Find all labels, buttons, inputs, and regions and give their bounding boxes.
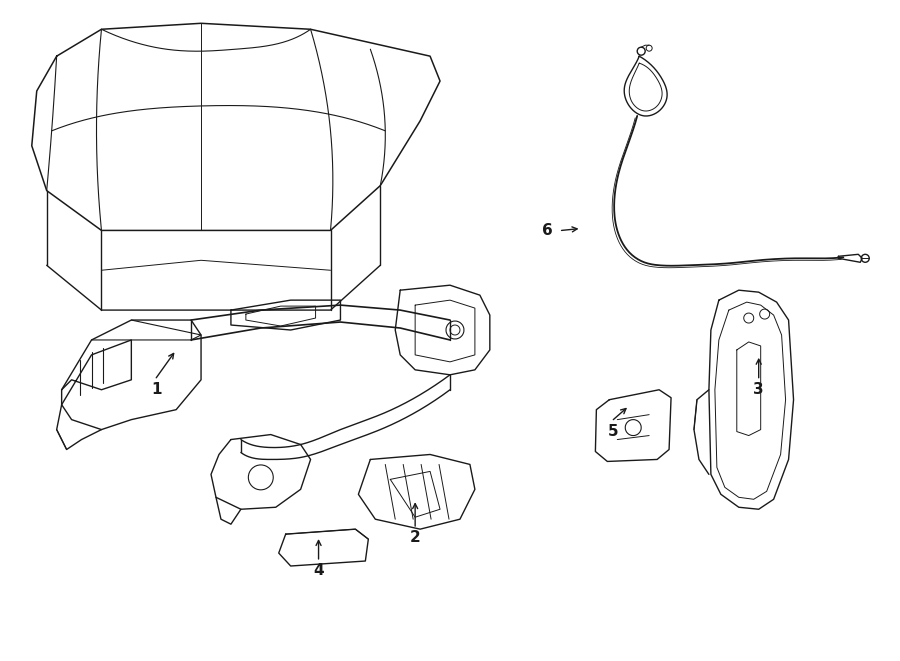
Text: 4: 4 <box>313 563 324 578</box>
Text: 6: 6 <box>542 223 553 238</box>
Text: 2: 2 <box>410 529 420 545</box>
Text: 3: 3 <box>753 382 764 397</box>
Text: 1: 1 <box>151 382 161 397</box>
Text: 5: 5 <box>608 424 618 439</box>
